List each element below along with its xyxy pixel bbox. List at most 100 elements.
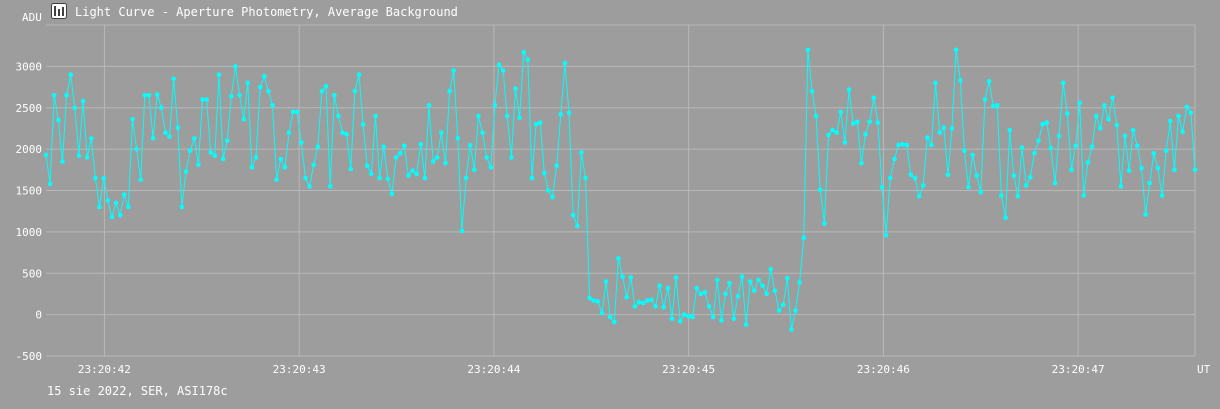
data-point <box>846 87 852 92</box>
data-point <box>887 175 893 181</box>
data-point <box>303 175 308 181</box>
data-point <box>904 142 909 148</box>
data-point <box>879 184 885 190</box>
data-point <box>187 148 193 154</box>
data-point <box>472 167 477 173</box>
data-point <box>233 64 238 69</box>
data-point <box>509 155 514 160</box>
data-point <box>966 184 971 190</box>
data-point <box>1077 100 1082 106</box>
data-point <box>533 122 539 127</box>
data-point <box>200 97 205 102</box>
x-tick-label: 23:20:42 <box>78 363 131 376</box>
data-point <box>146 93 152 98</box>
data-point <box>822 221 827 226</box>
x-tick-label: 23:20:46 <box>857 363 910 376</box>
data-point <box>1081 193 1087 198</box>
data-point <box>640 300 646 306</box>
data-point <box>1159 193 1165 198</box>
data-point <box>1130 127 1136 133</box>
data-point <box>241 117 246 122</box>
grid <box>46 24 1196 357</box>
data-point <box>945 172 951 178</box>
data-point <box>410 168 415 173</box>
data-point <box>776 308 782 313</box>
data-point <box>624 294 629 300</box>
data-point <box>504 113 510 119</box>
data-point <box>1052 180 1058 186</box>
data-point <box>447 88 452 94</box>
data-point <box>912 175 918 181</box>
data-point <box>595 299 601 304</box>
data-point <box>1032 151 1037 156</box>
data-point <box>805 47 811 53</box>
data-point <box>422 175 428 181</box>
data-point <box>89 136 94 141</box>
data-point <box>463 175 469 181</box>
data-point <box>1102 103 1107 108</box>
data-point <box>1036 138 1041 144</box>
series-line <box>45 49 1196 330</box>
data-point <box>208 150 213 155</box>
data-point <box>982 97 988 102</box>
data-point <box>1172 167 1177 173</box>
data-point <box>492 103 498 108</box>
data-point <box>93 175 98 181</box>
data-point <box>163 130 168 135</box>
data-point <box>620 274 625 279</box>
data-point <box>764 291 769 297</box>
data-point <box>171 76 176 82</box>
data-point <box>768 266 774 272</box>
data-point <box>154 92 160 97</box>
data-point <box>1011 173 1017 178</box>
data-point <box>661 304 666 310</box>
data-point <box>1044 120 1049 125</box>
data-point <box>665 285 671 291</box>
data-point <box>953 47 959 53</box>
data-point <box>1139 165 1144 171</box>
data-point <box>686 314 691 319</box>
data-point <box>1143 212 1148 217</box>
data-point <box>694 285 699 291</box>
data-point <box>1023 183 1029 188</box>
data-point <box>484 155 490 160</box>
data-point <box>813 113 819 119</box>
data-point <box>1065 111 1070 116</box>
data-point <box>1155 165 1161 171</box>
data-point <box>1040 122 1045 127</box>
data-point <box>916 194 922 199</box>
data-point <box>434 155 440 160</box>
data-point <box>521 50 526 55</box>
data-point <box>962 148 967 154</box>
data-point <box>990 103 996 109</box>
data-point <box>183 169 189 174</box>
data-point <box>113 200 119 206</box>
data-point <box>426 103 432 108</box>
data-point <box>826 132 831 138</box>
data-point <box>900 141 905 147</box>
data-point <box>319 88 325 94</box>
data-point <box>360 122 366 127</box>
data-point <box>702 290 708 295</box>
data-point <box>1135 143 1140 149</box>
data-point <box>393 155 399 160</box>
data-point <box>612 319 617 325</box>
data-point <box>179 204 185 210</box>
data-point <box>64 93 69 98</box>
data-point <box>72 105 78 111</box>
data-point <box>752 288 757 293</box>
data-point <box>430 159 436 164</box>
data-point <box>43 152 49 158</box>
data-point <box>1073 143 1078 149</box>
data-point <box>1093 113 1099 119</box>
data-point <box>1184 104 1190 110</box>
data-point <box>1110 95 1115 101</box>
data-point <box>649 297 654 303</box>
data-point <box>1003 215 1008 221</box>
data-point <box>249 165 255 170</box>
data-point <box>500 68 506 73</box>
data-point <box>855 119 860 125</box>
data-point <box>986 79 992 84</box>
data-point <box>562 60 568 66</box>
